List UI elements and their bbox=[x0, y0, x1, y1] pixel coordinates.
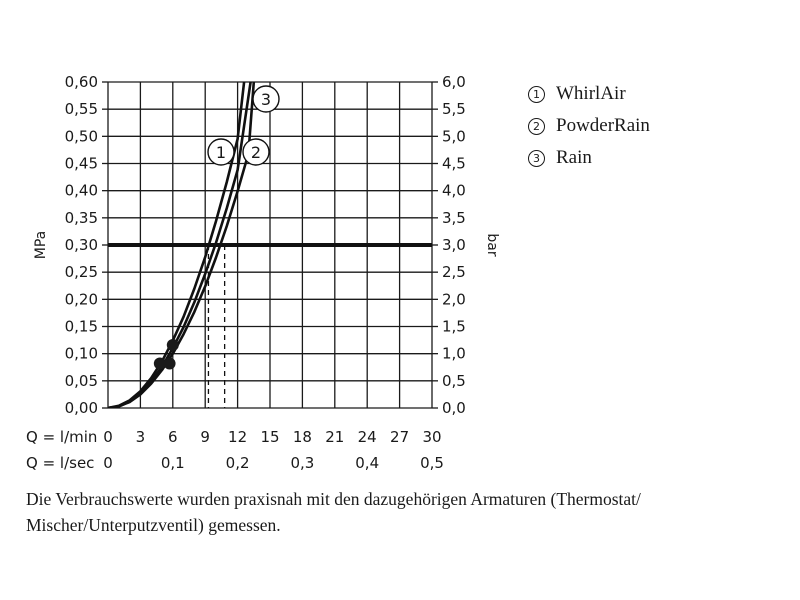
y-left-tick-label: 0,60 bbox=[65, 73, 98, 91]
series-line-rain bbox=[108, 81, 252, 408]
y-right-tick-label: 0,5 bbox=[442, 372, 466, 390]
y-right-axis-label: bar bbox=[484, 233, 500, 256]
reference-line-group bbox=[108, 243, 432, 408]
callout-circle bbox=[207, 138, 235, 166]
y-right-tick-label: 2,0 bbox=[442, 290, 466, 308]
y-left-axis-label: MPa bbox=[33, 231, 49, 259]
y-right-tick-label: 4,5 bbox=[442, 155, 466, 173]
x-secondary-tick-label: 0,1 bbox=[161, 454, 185, 472]
callout-circle bbox=[242, 138, 270, 166]
x-primary-tick-label: 0 bbox=[103, 428, 113, 446]
legend-number: 3 bbox=[528, 149, 545, 167]
y-left-tick-label: 0,15 bbox=[65, 318, 98, 336]
x-primary-tick-label: 6 bbox=[168, 428, 178, 446]
y-left-tick-label: 0,05 bbox=[65, 372, 98, 390]
pressure-flow-chart: 1 23 0,000,050,100,150,200,250,300,350,40… bbox=[26, 73, 500, 472]
y-right-tick-label: 3,0 bbox=[442, 236, 466, 254]
legend-number: 1 bbox=[528, 85, 545, 103]
callout-label: 2 bbox=[251, 143, 261, 162]
data-marker bbox=[166, 338, 179, 351]
x-secondary-tick-label: 0,4 bbox=[355, 454, 379, 472]
legend-number: 2 bbox=[528, 117, 545, 135]
y-right-tick-label: 2,5 bbox=[442, 263, 466, 281]
y-right-tick-label: 5,5 bbox=[442, 100, 466, 118]
callout-circle bbox=[252, 85, 280, 113]
y-left-tick-label: 0,45 bbox=[65, 155, 98, 173]
y-right-tick-label: 6,0 bbox=[442, 73, 466, 91]
y-left-tick-label: 0,55 bbox=[65, 100, 98, 118]
legend-item-rain: 3 Rain bbox=[528, 142, 650, 174]
x-primary-tick-label: 18 bbox=[293, 428, 312, 446]
legend-item-whirlair: 1 WhirlAir bbox=[528, 78, 650, 110]
legend-label: WhirlAir bbox=[556, 83, 626, 104]
y-left-tick-label: 0,30 bbox=[65, 236, 98, 254]
data-marker bbox=[163, 357, 176, 370]
tick-labels-group: 0,000,050,100,150,200,250,300,350,400,45… bbox=[65, 73, 466, 472]
x-primary-tick-label: 24 bbox=[358, 428, 377, 446]
y-right-tick-label: 5,0 bbox=[442, 127, 466, 145]
x-primary-tick-label: 3 bbox=[136, 428, 146, 446]
callouts-group: 1 2 3 bbox=[207, 85, 280, 166]
x-primary-tick-label: 9 bbox=[200, 428, 210, 446]
x-secondary-axis-label: Q = l/sec bbox=[26, 454, 94, 472]
callout-label: 3 bbox=[261, 90, 271, 109]
x-secondary-tick-label: 0,3 bbox=[290, 454, 314, 472]
y-right-tick-label: 1,0 bbox=[442, 345, 466, 363]
y-left-tick-label: 0,10 bbox=[65, 345, 98, 363]
callout-label: 1 bbox=[216, 143, 226, 162]
y-left-tick-label: 0,00 bbox=[65, 399, 98, 417]
measurement-note: Die Verbrauchswerte wurden praxisnah mit… bbox=[26, 489, 641, 535]
x-secondary-tick-label: 0,2 bbox=[226, 454, 250, 472]
x-primary-tick-label: 12 bbox=[228, 428, 247, 446]
legend-item-powderrain: 2 PowderRain bbox=[528, 110, 650, 142]
x-primary-tick-label: 21 bbox=[325, 428, 344, 446]
x-primary-axis-label: Q = l/min bbox=[26, 428, 97, 446]
y-left-tick-label: 0,35 bbox=[65, 209, 98, 227]
y-left-tick-label: 0,50 bbox=[65, 127, 98, 145]
y-left-tick-label: 0,25 bbox=[65, 263, 98, 281]
legend-label: PowderRain bbox=[556, 115, 650, 136]
y-right-tick-label: 4,0 bbox=[442, 182, 466, 200]
y-right-tick-label: 3,5 bbox=[442, 209, 466, 227]
x-primary-tick-label: 30 bbox=[422, 428, 441, 446]
series-group bbox=[108, 81, 256, 408]
markers-group bbox=[153, 338, 179, 370]
legend: 1 WhirlAir 2 PowderRain 3 Rain bbox=[528, 78, 650, 174]
x-primary-tick-label: 27 bbox=[390, 428, 409, 446]
y-right-tick-label: 0,0 bbox=[442, 399, 466, 417]
legend-label: Rain bbox=[556, 147, 592, 168]
y-right-tick-label: 1,5 bbox=[442, 318, 466, 336]
x-secondary-tick-label: 0,5 bbox=[420, 454, 444, 472]
x-primary-tick-label: 15 bbox=[260, 428, 279, 446]
y-left-tick-label: 0,20 bbox=[65, 290, 98, 308]
data-marker bbox=[153, 357, 166, 370]
y-left-tick-label: 0,40 bbox=[65, 182, 98, 200]
x-secondary-tick-label: 0 bbox=[103, 454, 113, 472]
